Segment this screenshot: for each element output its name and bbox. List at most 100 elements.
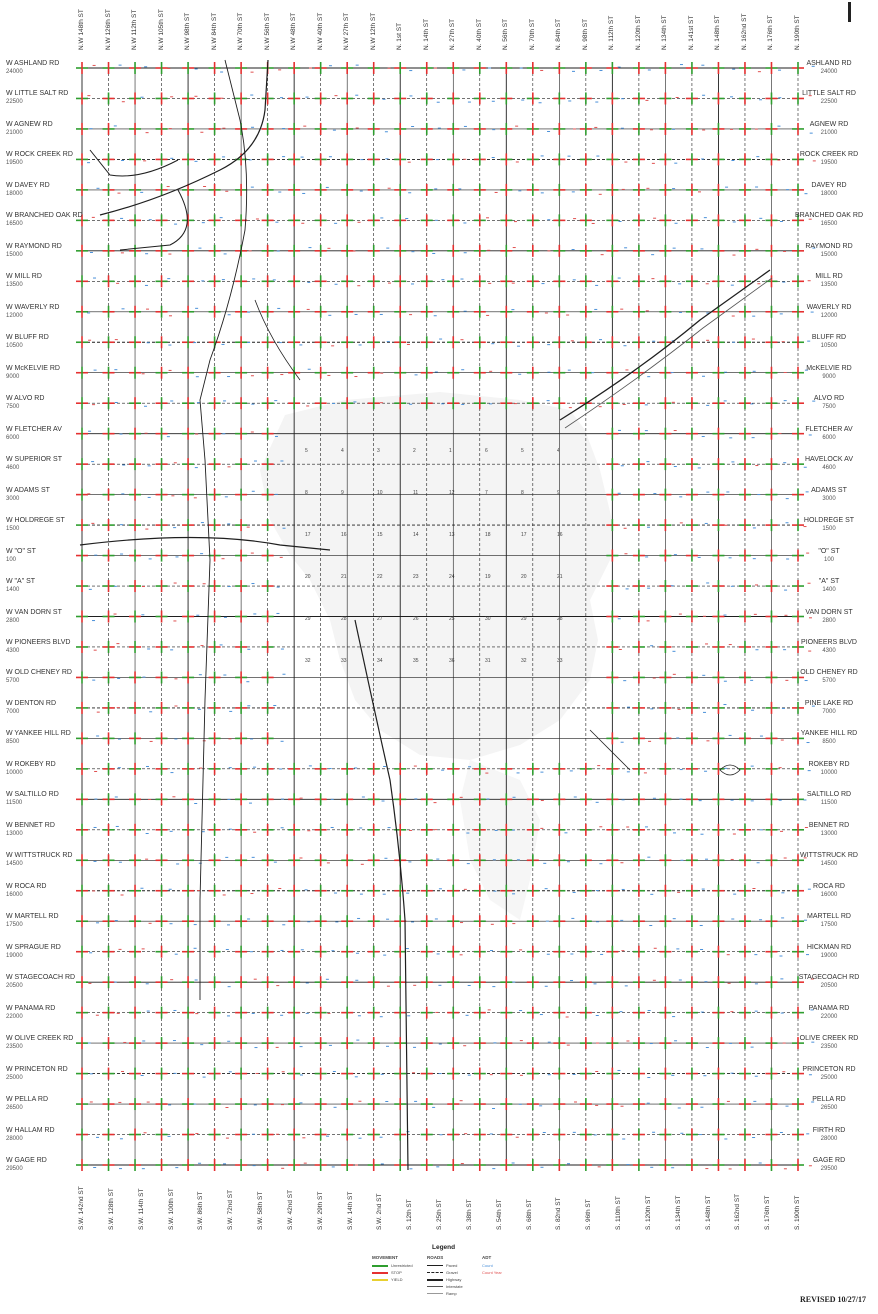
left-road-address: 100 — [6, 556, 17, 563]
adt-count-marker — [93, 826, 97, 828]
adt-count-marker — [384, 857, 388, 859]
adt-count-marker — [779, 1131, 783, 1133]
adt-count-marker — [170, 649, 174, 651]
adt-count-marker — [116, 643, 120, 645]
adt-count-marker — [435, 1011, 439, 1013]
adt-count-marker — [170, 979, 174, 981]
adt-count-marker — [755, 186, 759, 188]
adt-count-marker — [114, 369, 118, 371]
left-road-address: 23500 — [6, 1044, 23, 1051]
adt-count-marker — [386, 985, 390, 987]
right-road-address: 22500 — [820, 99, 838, 106]
left-road-address: 14500 — [6, 861, 23, 868]
adt-count-marker — [406, 892, 410, 894]
adt-count-marker — [253, 978, 257, 980]
left-road-name: W STAGECOACH RD — [6, 974, 76, 982]
adt-count-marker — [492, 1108, 496, 1110]
adt-count-marker — [274, 400, 278, 402]
left-road-label: W PIONEERS BLVD 4300 — [6, 639, 70, 655]
adt-count-marker — [121, 101, 125, 103]
adt-count-marker — [671, 1074, 675, 1076]
adt-count-marker — [387, 67, 391, 69]
adt-count-marker — [571, 191, 575, 193]
adt-count-marker — [148, 799, 152, 801]
adt-count-marker — [463, 1045, 467, 1047]
adt-count-marker — [547, 371, 551, 373]
section-number: 28 — [341, 616, 347, 622]
adt-count-marker — [514, 221, 518, 223]
adt-count-marker — [246, 526, 250, 528]
adt-count-marker — [93, 277, 97, 279]
adt-count-marker — [92, 890, 96, 892]
adt-count-marker — [409, 70, 413, 72]
adt-count-marker — [512, 796, 516, 798]
adt-count-marker — [807, 770, 811, 772]
adt-count-marker — [486, 314, 490, 316]
adt-count-marker — [653, 493, 657, 495]
adt-count-marker — [706, 582, 710, 584]
adt-count-marker — [460, 339, 464, 341]
adt-count-marker — [148, 558, 152, 560]
adt-count-marker — [280, 949, 284, 951]
cols_top-street-label: N.W 84th ST — [210, 12, 218, 50]
cols_top-street-label: N. 134th ST — [661, 15, 669, 50]
adt-count-marker — [620, 1105, 624, 1107]
adt-count-marker — [87, 95, 91, 97]
left-road-name: W ROKEBY RD — [6, 760, 56, 768]
adt-count-marker — [511, 282, 515, 284]
adt-count-marker — [87, 312, 91, 314]
adt-count-marker — [306, 308, 310, 310]
adt-count-marker — [467, 1074, 471, 1076]
adt-count-marker — [326, 862, 330, 864]
cols_top-street-label: N.W 27th ST — [343, 12, 351, 50]
adt-count-marker — [334, 222, 338, 224]
adt-count-marker — [142, 676, 146, 678]
left-road-address: 6000 — [6, 434, 20, 441]
left-road-address: 28000 — [6, 1135, 23, 1142]
right-road-label: AGNEW RD 21000 — [786, 121, 872, 137]
adt-count-marker — [673, 430, 677, 432]
adt-count-marker — [572, 891, 576, 893]
adt-count-marker — [565, 1016, 569, 1018]
adt-count-marker — [95, 1014, 99, 1016]
left-road-label: W LITTLE SALT RD 22500 — [6, 90, 68, 106]
adt-count-marker — [674, 222, 678, 224]
adt-count-marker — [485, 772, 489, 774]
adt-count-marker — [195, 1013, 199, 1015]
adt-count-marker — [149, 711, 153, 713]
adt-count-marker — [280, 648, 284, 650]
adt-count-marker — [225, 1107, 229, 1109]
adt-count-marker — [276, 250, 280, 252]
adt-count-marker — [809, 132, 813, 134]
adt-count-marker — [779, 313, 783, 315]
left-road-label: W STAGECOACH RD 20500 — [6, 974, 75, 990]
adt-count-marker — [643, 772, 647, 774]
adt-count-marker — [573, 796, 577, 798]
adt-count-marker — [168, 253, 172, 255]
adt-count-marker — [118, 948, 122, 950]
adt-count-marker — [752, 527, 756, 529]
adt-count-marker — [226, 1015, 230, 1017]
adt-count-marker — [308, 765, 312, 767]
right-road-label: BENNET RD 13000 — [786, 822, 872, 838]
adt-count-marker — [328, 768, 332, 770]
adt-count-marker — [227, 986, 231, 988]
adt-count-marker — [386, 341, 390, 343]
right-road-name: AGNEW RD — [809, 120, 849, 128]
adt-count-marker — [307, 830, 311, 832]
adt-count-marker — [438, 1043, 442, 1045]
adt-count-marker — [251, 583, 255, 585]
right-road-address: 6000 — [822, 434, 836, 441]
adt-count-marker — [383, 954, 387, 956]
section-number: 10 — [377, 490, 383, 496]
adt-count-marker — [541, 283, 545, 285]
legend-roads-heading: ROADS — [427, 1255, 444, 1260]
adt-count-marker — [723, 400, 727, 402]
adt-count-marker — [593, 983, 597, 985]
adt-count-marker — [221, 558, 225, 560]
adt-count-marker — [360, 159, 364, 161]
adt-count-marker — [250, 71, 254, 73]
adt-count-marker — [620, 308, 624, 310]
adt-count-marker — [147, 648, 151, 650]
adt-count-marker — [458, 188, 462, 190]
